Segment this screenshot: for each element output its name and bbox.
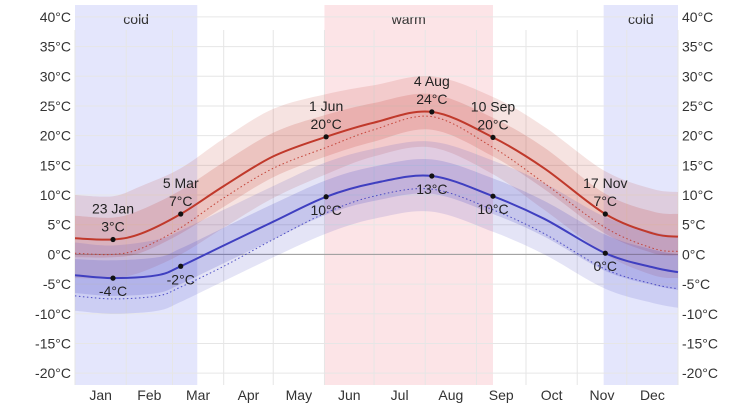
season-label-0: cold bbox=[123, 11, 149, 27]
high-temp-label: 24°C bbox=[416, 91, 447, 107]
y-tick-label-right: 20°C bbox=[682, 128, 713, 144]
y-tick-label-right: -20°C bbox=[682, 365, 718, 381]
low-point bbox=[429, 173, 435, 179]
series-lines bbox=[74, 110, 679, 300]
high-point bbox=[490, 134, 496, 141]
grid-lines bbox=[74, 16, 679, 385]
high-point bbox=[110, 236, 116, 243]
y-tick-label-right: 10°C bbox=[682, 187, 713, 203]
y-tick-label-right: 40°C bbox=[682, 9, 713, 25]
y-tick-label-left: -5°C bbox=[43, 276, 71, 292]
y-tick-label-left: 10°C bbox=[40, 187, 71, 203]
high-inner-band bbox=[75, 93, 678, 258]
high-temp-label: 20°C bbox=[477, 116, 508, 132]
high-series-line bbox=[74, 110, 679, 241]
low-dotted-line bbox=[74, 188, 679, 300]
x-tick-label: Aug bbox=[438, 387, 463, 403]
x-tick-label: Apr bbox=[238, 387, 260, 403]
low-inner-band bbox=[75, 158, 678, 296]
x-tick-label: Jul bbox=[391, 387, 409, 403]
low-point bbox=[602, 250, 608, 256]
y-tick-label-left: 0°C bbox=[48, 246, 72, 262]
high-date-label: 23 Jan bbox=[92, 201, 134, 217]
low-temp-label: 10°C bbox=[477, 201, 508, 217]
low-point bbox=[323, 194, 329, 200]
y-tick-label-left: 25°C bbox=[40, 98, 71, 114]
x-tick-label: Jan bbox=[89, 387, 112, 403]
low-series-line bbox=[74, 174, 679, 280]
y-tick-label-right: -15°C bbox=[682, 335, 718, 351]
x-tick-label: Jun bbox=[338, 387, 361, 403]
y-tick-label-left: 35°C bbox=[40, 39, 71, 55]
season-label-1: warm bbox=[391, 11, 426, 27]
x-tick-label: Feb bbox=[137, 387, 161, 403]
high-temp-label: 7°C bbox=[594, 193, 618, 209]
high-date-label: 4 Aug bbox=[414, 73, 450, 89]
low-temp-label: 13°C bbox=[416, 181, 447, 197]
high-outer-band bbox=[75, 75, 678, 279]
low-point bbox=[490, 193, 496, 199]
y-tick-label-right: -10°C bbox=[682, 306, 718, 322]
high-point bbox=[178, 211, 184, 217]
y-tick-label-left: -15°C bbox=[35, 335, 71, 351]
y-tick-label-left: 30°C bbox=[40, 68, 71, 84]
high-date-label: 5 Mar bbox=[163, 175, 199, 191]
x-tick-label: Sep bbox=[489, 387, 514, 403]
percentile-bands bbox=[75, 75, 678, 314]
y-tick-label-right: -5°C bbox=[682, 276, 710, 292]
x-tick-label: Oct bbox=[541, 387, 563, 403]
high-dotted-line bbox=[74, 115, 679, 256]
y-tick-label-left: 5°C bbox=[48, 217, 72, 233]
y-tick-label-right: 0°C bbox=[682, 246, 706, 262]
y-tick-label-left: 40°C bbox=[40, 9, 71, 25]
x-tick-label: Nov bbox=[590, 387, 615, 403]
high-point bbox=[429, 109, 435, 115]
high-date-label: 1 Jun bbox=[309, 98, 343, 114]
y-tick-label-right: 30°C bbox=[682, 68, 713, 84]
y-tick-label-left: 20°C bbox=[40, 128, 71, 144]
y-tick-label-right: 5°C bbox=[682, 217, 706, 233]
y-tick-label-left: 15°C bbox=[40, 157, 71, 173]
high-temp-label: 7°C bbox=[169, 193, 193, 209]
low-outer-band bbox=[75, 141, 678, 314]
high-date-label: 10 Sep bbox=[471, 98, 516, 114]
high-temp-label: 20°C bbox=[310, 116, 341, 132]
season-label-2: cold bbox=[628, 11, 654, 27]
high-point bbox=[602, 211, 608, 217]
y-tick-label-left: -20°C bbox=[35, 365, 71, 381]
low-temp-label: -2°C bbox=[167, 271, 195, 287]
x-tick-label: Dec bbox=[640, 387, 665, 403]
low-temp-label: -4°C bbox=[99, 283, 127, 299]
high-date-label: 17 Nov bbox=[583, 175, 627, 191]
low-point bbox=[110, 275, 116, 281]
x-tick-label: Mar bbox=[186, 387, 210, 403]
y-tick-label-right: 15°C bbox=[682, 157, 713, 173]
axis-labels: 40°C 40°C 35°C 35°C 30°C 30°C 25°C 25°C 20°C 20°C… bbox=[35, 9, 718, 403]
y-tick-label-right: 35°C bbox=[682, 39, 713, 55]
high-temp-label: 3°C bbox=[101, 219, 125, 235]
low-point bbox=[178, 263, 184, 269]
y-tick-label-left: -10°C bbox=[35, 306, 71, 322]
annotations: 23 Jan 3°C 5 Mar 7°C 1 Jun 20°C 4 Aug 24°C 10 Se… bbox=[92, 73, 628, 299]
high-point bbox=[323, 134, 329, 140]
low-temp-label: 0°C bbox=[594, 258, 618, 274]
x-tick-label: May bbox=[286, 387, 312, 403]
low-temp-label: 10°C bbox=[310, 202, 341, 218]
y-tick-label-right: 25°C bbox=[682, 98, 713, 114]
